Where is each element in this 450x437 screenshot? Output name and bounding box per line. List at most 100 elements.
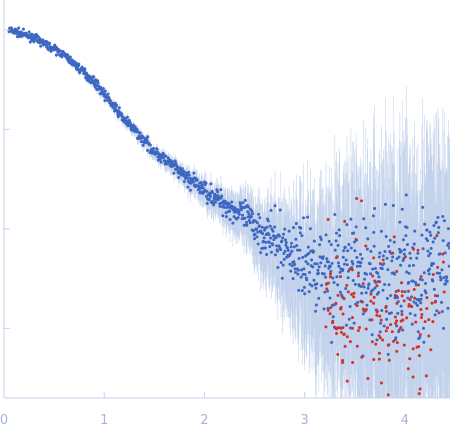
data-point (46, 48, 50, 52)
data-point (297, 256, 301, 260)
data-point-red (340, 360, 344, 364)
data-point-red (354, 237, 358, 241)
data-point (238, 201, 242, 205)
data-point (422, 326, 426, 330)
data-point (145, 148, 149, 152)
data-point (438, 271, 442, 275)
data-point-red (334, 301, 338, 305)
data-point-red (392, 235, 396, 239)
data-point (383, 282, 387, 286)
data-point (421, 247, 425, 251)
data-point-red (394, 321, 398, 325)
data-point (41, 38, 45, 42)
data-point (346, 276, 350, 280)
data-point (415, 303, 419, 307)
data-point (293, 262, 297, 266)
data-point (313, 262, 317, 266)
data-point (231, 204, 235, 208)
data-point-red (334, 256, 338, 260)
data-point (257, 224, 261, 228)
data-point (207, 197, 211, 201)
data-point (323, 264, 327, 268)
data-point-red (364, 327, 368, 331)
data-point (282, 257, 286, 261)
data-point (302, 267, 306, 271)
data-point (409, 295, 413, 299)
data-point (336, 283, 340, 287)
data-point (172, 171, 176, 175)
data-point (347, 242, 351, 246)
data-point (187, 173, 191, 177)
data-point-red (370, 318, 374, 322)
data-point (355, 255, 359, 259)
data-point (333, 248, 337, 252)
data-point (344, 258, 348, 262)
data-point (324, 233, 328, 237)
data-point-red (437, 311, 441, 315)
data-point (224, 211, 228, 215)
data-point (294, 270, 298, 274)
data-point (416, 251, 420, 255)
data-point (224, 215, 228, 219)
data-point (404, 193, 408, 197)
data-point-red (435, 234, 439, 238)
data-point-red (361, 282, 365, 286)
data-point (380, 309, 384, 313)
data-point (393, 272, 397, 276)
data-point (428, 251, 432, 255)
data-point (352, 231, 356, 235)
data-point (103, 89, 107, 93)
data-point (285, 246, 289, 250)
data-point (442, 326, 446, 330)
data-point-red (411, 347, 415, 351)
data-point (359, 252, 363, 256)
data-point (429, 233, 433, 237)
data-point (375, 338, 379, 342)
data-point (436, 231, 440, 235)
data-point-red (403, 255, 407, 259)
data-point (341, 268, 345, 272)
data-point (101, 87, 105, 91)
data-point (418, 335, 422, 339)
data-point-red (393, 315, 397, 319)
data-point (412, 300, 416, 304)
data-point (389, 311, 393, 315)
data-point (280, 239, 284, 243)
data-point (159, 160, 163, 164)
data-point (395, 257, 399, 261)
data-point (427, 272, 431, 276)
data-point (290, 241, 294, 245)
data-point (243, 198, 247, 202)
data-point (347, 317, 351, 321)
data-point (270, 227, 274, 231)
data-point (382, 324, 386, 328)
data-point (356, 300, 360, 304)
data-point (296, 272, 300, 276)
data-point (216, 190, 220, 194)
data-point (381, 288, 385, 292)
data-point (58, 49, 62, 53)
data-point (402, 252, 406, 256)
data-point (413, 229, 417, 233)
data-point (405, 243, 409, 247)
data-point-red (433, 294, 437, 298)
data-point (426, 239, 430, 243)
data-point (249, 215, 253, 219)
data-point (60, 55, 64, 59)
data-point (377, 290, 381, 294)
data-point (68, 55, 72, 59)
data-point (288, 262, 292, 266)
data-point (331, 315, 335, 319)
data-point (315, 282, 319, 286)
data-point (106, 92, 110, 96)
data-point-red (406, 289, 410, 293)
data-point (424, 291, 428, 295)
data-point (162, 152, 166, 156)
data-point-red (405, 316, 409, 320)
data-point (241, 201, 245, 205)
data-point (362, 217, 366, 221)
data-point (407, 281, 411, 285)
data-point-red (442, 290, 446, 294)
data-point (209, 182, 213, 186)
